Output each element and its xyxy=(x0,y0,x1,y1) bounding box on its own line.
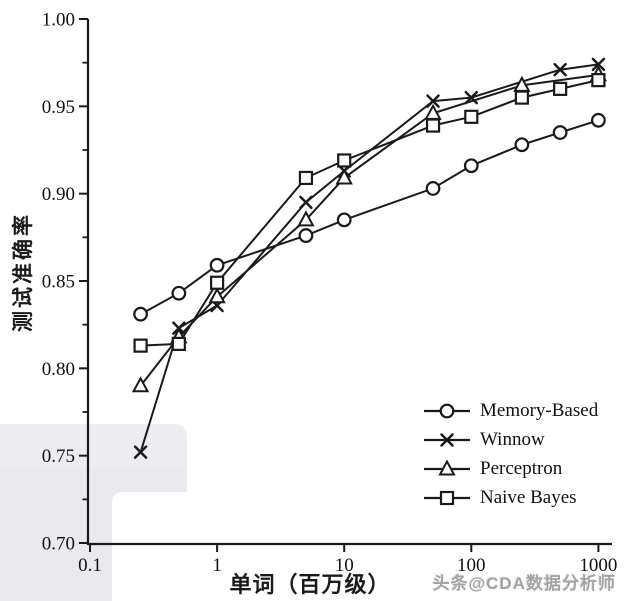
series-perceptron xyxy=(131,65,608,393)
square-marker xyxy=(464,109,479,124)
series-line xyxy=(139,63,599,453)
square-marker xyxy=(553,81,568,96)
circle-marker xyxy=(425,181,441,196)
y-tick-label: 0.85 xyxy=(42,272,75,293)
y-tick-label: 0.70 xyxy=(42,534,75,555)
y-tick-label: 0.95 xyxy=(42,97,75,118)
x-axis-title: 单词（百万级） xyxy=(229,572,391,597)
triangle-marker xyxy=(438,459,456,475)
circle-marker xyxy=(133,306,148,322)
x-marker xyxy=(299,195,313,210)
legend-label: Naive Bayes xyxy=(480,486,577,508)
circle-marker xyxy=(463,158,479,174)
triangle-marker xyxy=(131,376,150,393)
x-tick-label: 10 xyxy=(335,555,354,576)
y-axis-title: 测试准确率 xyxy=(11,212,35,332)
x-tick-label: 100 xyxy=(457,555,486,576)
circle-marker xyxy=(171,285,187,301)
triangle-marker xyxy=(208,287,226,304)
legend-label: Winnow xyxy=(480,428,545,450)
square-marker xyxy=(439,490,455,505)
y-tick-label: 1.00 xyxy=(42,10,75,31)
y-tick-label: 0.90 xyxy=(42,184,75,205)
legend-item-naive-bayes: Naive Bayes xyxy=(423,483,598,512)
series-line xyxy=(139,73,599,387)
square-marker xyxy=(171,336,186,351)
x-legend-sample xyxy=(424,432,470,447)
series-memory-based xyxy=(133,112,606,322)
series-line xyxy=(140,119,599,316)
background-watermark-notch xyxy=(112,492,252,601)
legend-label: Perceptron xyxy=(480,457,563,479)
circle-marker xyxy=(514,137,530,153)
square-marker xyxy=(210,275,225,290)
square-marker xyxy=(337,153,352,168)
x-marker xyxy=(553,62,567,77)
triangle-marker xyxy=(335,168,353,185)
x-marker xyxy=(464,90,479,105)
x-tick-label: 0.1 xyxy=(78,555,102,576)
circle-marker xyxy=(298,228,314,243)
legend-item-perceptron: Perceptron xyxy=(423,454,598,483)
series-naive-bayes xyxy=(133,73,606,353)
square-marker xyxy=(133,338,148,353)
brand-watermark: 头条@CDA数据分析师 xyxy=(432,574,616,593)
x-marker xyxy=(133,445,148,459)
square-marker xyxy=(425,118,441,133)
legend: Memory-Based Winnow Perceptron Naive Bayes xyxy=(423,396,598,512)
circle-marker xyxy=(336,212,352,228)
circle-marker xyxy=(591,112,606,128)
circle-marker xyxy=(439,403,455,418)
triangle-marker xyxy=(297,210,315,227)
square-marker xyxy=(591,73,606,88)
square-marker xyxy=(514,90,529,105)
x-tick-label: 1 xyxy=(212,555,222,576)
triangle-legend-sample xyxy=(424,459,470,475)
x-marker xyxy=(440,432,454,447)
circle-marker xyxy=(552,125,568,140)
circle-legend-sample xyxy=(424,403,470,418)
square-marker xyxy=(298,170,314,186)
legend-item-memory-based: Memory-Based xyxy=(423,396,598,425)
legend-item-winnow: Winnow xyxy=(423,425,598,454)
axes: 0.70 0.75 0.80 0.85 0.90 0.95 1.00 0.1 1 10 100 100… xyxy=(42,10,618,577)
legend-label: Memory-Based xyxy=(480,399,599,421)
square-legend-sample xyxy=(424,490,470,505)
x-marker xyxy=(426,94,440,108)
circle-marker xyxy=(209,257,225,273)
x-marker xyxy=(591,57,606,72)
y-tick-label: 0.80 xyxy=(42,359,75,380)
series-line xyxy=(140,79,599,347)
x-tick-label: 1000 xyxy=(579,555,617,576)
y-tick-label: 0.75 xyxy=(42,446,75,467)
